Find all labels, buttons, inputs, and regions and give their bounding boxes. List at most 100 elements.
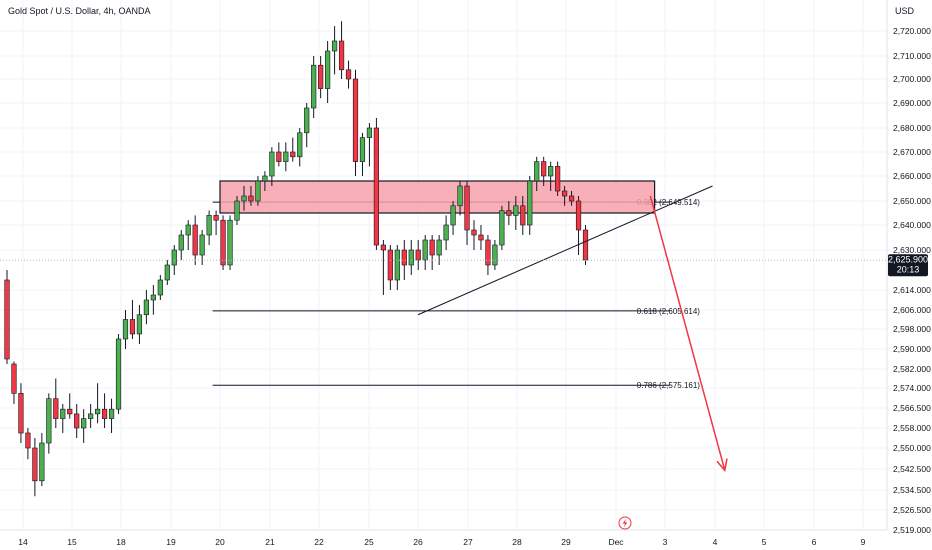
candle	[568, 191, 575, 206]
price-tick-label: 2,542.500	[893, 464, 931, 474]
candle-body	[164, 264, 170, 281]
candle	[199, 230, 205, 265]
candle-body	[227, 219, 233, 266]
projection-arrow-layer[interactable]	[649, 195, 728, 472]
candle	[60, 404, 66, 433]
projection-arrow-line[interactable]	[649, 195, 726, 471]
trendline-layer[interactable]	[417, 185, 713, 316]
candle-body	[401, 249, 407, 266]
candle-body	[478, 234, 484, 241]
candle-body	[492, 244, 498, 266]
candle	[325, 41, 331, 103]
candle	[157, 275, 163, 300]
candle-body	[81, 418, 87, 429]
candle-body	[541, 161, 547, 177]
candle-body	[206, 215, 212, 236]
candle	[359, 132, 366, 176]
candle-body	[513, 205, 519, 216]
candle	[464, 181, 470, 245]
candle-body	[248, 195, 254, 202]
candle	[331, 26, 338, 75]
candle-body	[464, 185, 470, 231]
candle	[443, 215, 449, 250]
price-axis[interactable]: 2,720.000 2,710.000 2,700.000 2,690.000 2,68…	[893, 26, 931, 535]
candle	[11, 361, 17, 404]
candle	[422, 235, 428, 270]
time-tick-label: 27	[463, 537, 473, 547]
candle-body	[115, 338, 122, 410]
price-tick-label: 2,700.000	[893, 74, 931, 84]
candle	[46, 393, 52, 454]
candle-body	[568, 195, 575, 202]
candle	[283, 142, 289, 172]
candle	[143, 290, 150, 325]
candle	[150, 285, 156, 315]
candle	[373, 118, 380, 250]
candle	[234, 196, 240, 225]
candle-body	[213, 215, 219, 221]
time-tick-label: 15	[67, 537, 77, 547]
candle	[548, 161, 554, 191]
candle-body	[373, 127, 380, 246]
candle	[520, 196, 526, 235]
price-tick-label: 2,598.000	[893, 324, 931, 334]
time-tick-label: 21	[265, 537, 275, 547]
candle	[32, 438, 38, 497]
candle	[311, 56, 317, 118]
candle	[478, 225, 484, 250]
candle-body	[331, 40, 338, 52]
candle	[318, 56, 324, 99]
candle	[74, 404, 80, 438]
candle-body	[499, 210, 505, 246]
candle-body	[192, 224, 198, 256]
candle	[39, 433, 45, 487]
price-tick-label: 2,566.500	[893, 403, 931, 413]
candle	[101, 393, 108, 428]
candle-body	[304, 107, 310, 134]
candle-body	[178, 234, 184, 251]
candle	[18, 383, 24, 443]
candle-body	[352, 78, 359, 162]
candle	[506, 201, 512, 225]
fib-level-label: 0.618 (2,605.614)	[637, 307, 700, 316]
candle	[248, 186, 254, 206]
candle-body	[325, 50, 331, 89]
candle	[534, 156, 540, 191]
time-tick-label: 9	[861, 537, 866, 547]
candle-body	[471, 229, 477, 236]
candle	[415, 240, 421, 270]
candle	[513, 196, 519, 230]
time-axis[interactable]: 14 15 18 19 20 21 22 25 26 27 28 29 Dec 3 4 5 6 9	[18, 537, 865, 547]
resistance-zone[interactable]	[219, 180, 656, 214]
time-tick-label: Dec	[608, 537, 624, 547]
candle-body	[136, 314, 143, 335]
time-tick-label: 14	[18, 537, 28, 547]
candle	[67, 393, 73, 419]
candle-body	[582, 229, 589, 261]
fib-level-label: 0.382 (2,649.514)	[637, 198, 700, 207]
candle	[366, 123, 373, 167]
candle-body	[485, 239, 491, 266]
time-tick-label: 19	[166, 537, 176, 547]
candle-body	[338, 40, 345, 71]
resistance-zone-layer[interactable]	[219, 180, 656, 214]
price-tick-label: 2,670.000	[893, 147, 931, 157]
candlesticks	[4, 21, 589, 497]
candle-body	[394, 249, 400, 281]
candle	[108, 398, 115, 433]
candle	[4, 270, 10, 364]
price-tick-label: 2,519.000	[893, 525, 931, 535]
candle-body	[276, 151, 282, 162]
trendline[interactable]	[417, 185, 713, 316]
candle-body	[150, 294, 156, 301]
candle-body	[171, 249, 177, 266]
currency-label: USD	[895, 6, 915, 16]
lightning-icon[interactable]	[618, 516, 632, 530]
price-tick-label: 2,526.500	[893, 505, 931, 515]
candle-body	[122, 319, 129, 340]
candle-body	[443, 224, 449, 241]
time-tick-label: 18	[116, 537, 126, 547]
projection-arrow-head[interactable]	[716, 458, 728, 472]
candle	[122, 310, 129, 349]
